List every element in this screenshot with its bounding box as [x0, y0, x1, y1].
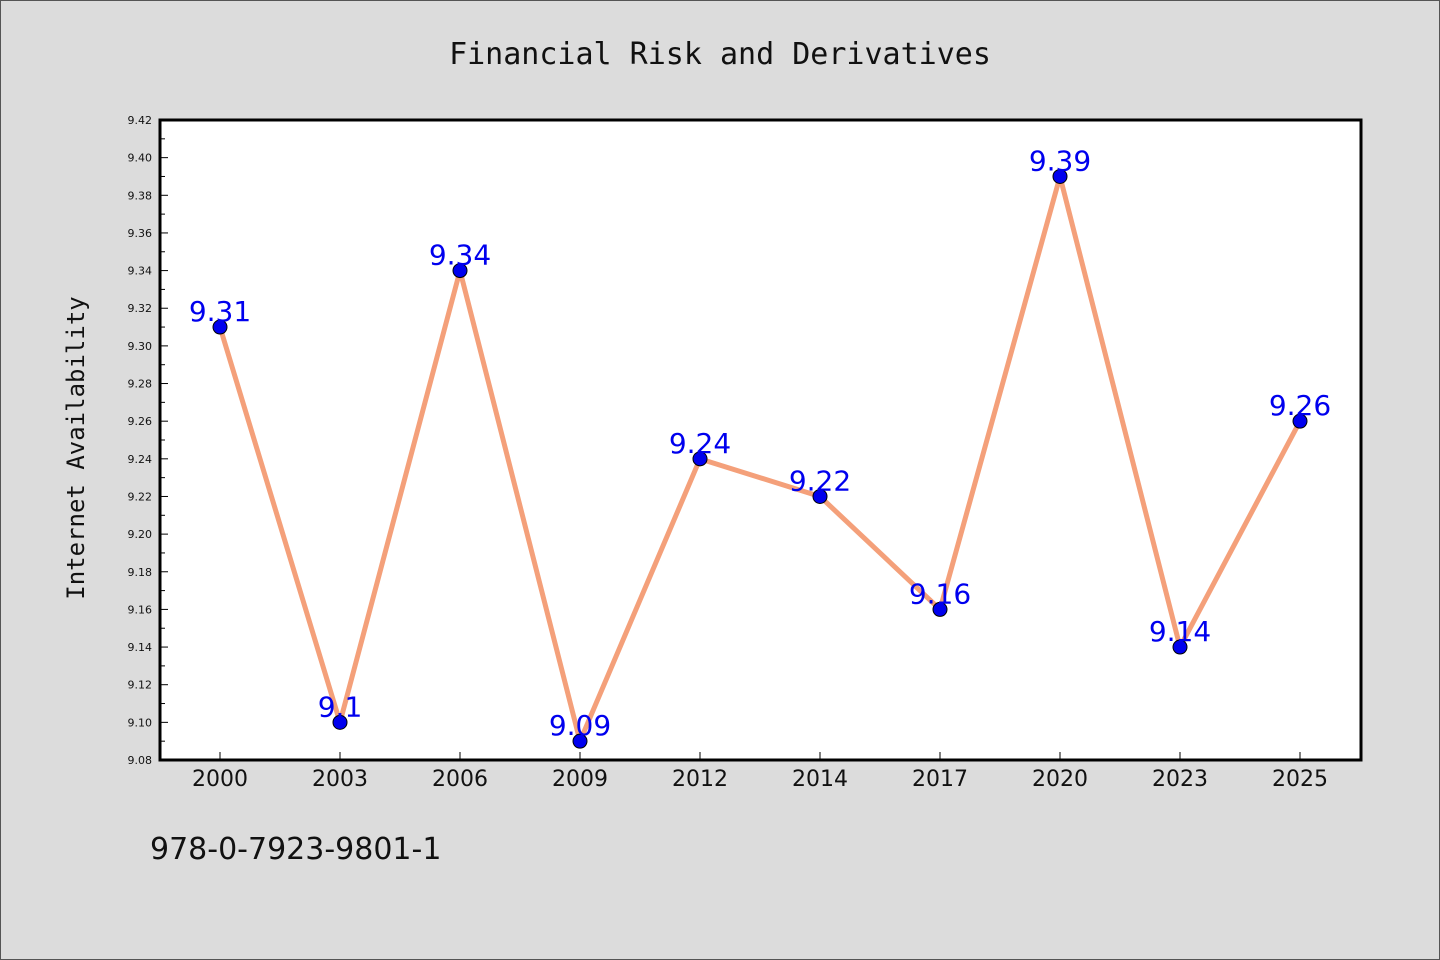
x-tick-label: 2006: [432, 767, 488, 792]
x-tick-label: 2000: [192, 767, 248, 792]
data-label: 9.1: [318, 690, 363, 723]
y-tick-label: 9.26: [128, 415, 153, 428]
y-tick-label: 9.36: [128, 227, 153, 240]
data-label: 9.26: [1269, 389, 1331, 422]
y-tick-label: 9.20: [128, 528, 153, 541]
y-tick-label: 9.18: [128, 566, 153, 579]
data-label: 9.14: [1149, 615, 1211, 648]
data-label: 9.39: [1029, 144, 1091, 177]
data-label: 9.31: [189, 295, 251, 328]
data-point: [452, 263, 468, 279]
data-label: 9.09: [549, 709, 611, 742]
x-tick-label: 2025: [1272, 767, 1328, 792]
y-tick-label: 9.22: [128, 490, 153, 503]
y-tick-label: 9.34: [128, 265, 153, 278]
x-tick-label: 2014: [792, 767, 848, 792]
x-axis-ticks: 2000 2003 2006 2009 2012 2014 2017 2020 2023 2025: [192, 752, 1328, 792]
data-point: [332, 714, 348, 730]
data-label: 9.24: [669, 427, 731, 460]
y-tick-label: 9.10: [128, 716, 153, 729]
plot-area: [158, 118, 1363, 762]
y-tick-label: 9.24: [128, 453, 153, 466]
data-point: [1292, 413, 1308, 429]
y-tick-label: 9.28: [128, 378, 153, 391]
data-point: [1172, 639, 1188, 655]
data-label: 9.34: [429, 239, 491, 272]
x-tick-label: 2003: [312, 767, 368, 792]
y-axis-ticks: 9.08 9.10 9.12 9.14 9.16 9.18 9.20 9.22 9.24 9.26…: [128, 114, 168, 767]
data-point: [212, 319, 228, 335]
series-line: [217, 173, 1303, 744]
x-tick-label: 2009: [552, 767, 608, 792]
y-axis-label: Internet Availability: [62, 296, 90, 599]
data-label: 9.16: [909, 577, 971, 610]
isbn-code: 978-0-7923-9801-1: [150, 832, 442, 867]
y-tick-label: 9.12: [128, 679, 153, 692]
series-group: 9.31 9.1 9.34 9.09 9.24 9.22 9.16 9.39 9.14 9.26: [189, 144, 1331, 749]
data-point: [932, 601, 948, 617]
data-point: [1052, 168, 1068, 184]
y-tick-label: 9.30: [128, 340, 153, 353]
data-label: 9.22: [789, 464, 851, 497]
x-tick-label: 2012: [672, 767, 728, 792]
y-tick-label: 9.16: [128, 603, 153, 616]
y-tick-label: 9.32: [128, 302, 153, 315]
x-tick-label: 2020: [1032, 767, 1088, 792]
x-tick-label: 2017: [912, 767, 968, 792]
data-point: [812, 488, 828, 504]
y-tick-label: 9.40: [128, 152, 153, 165]
data-point: [572, 733, 588, 749]
data-point: [692, 451, 708, 467]
y-tick-label: 9.42: [128, 114, 153, 127]
x-tick-label: 2023: [1152, 767, 1208, 792]
y-tick-label: 9.08: [128, 754, 153, 767]
y-tick-label: 9.38: [128, 189, 153, 202]
y-tick-label: 9.14: [128, 641, 153, 654]
chart-title: Financial Risk and Derivatives: [449, 37, 991, 72]
